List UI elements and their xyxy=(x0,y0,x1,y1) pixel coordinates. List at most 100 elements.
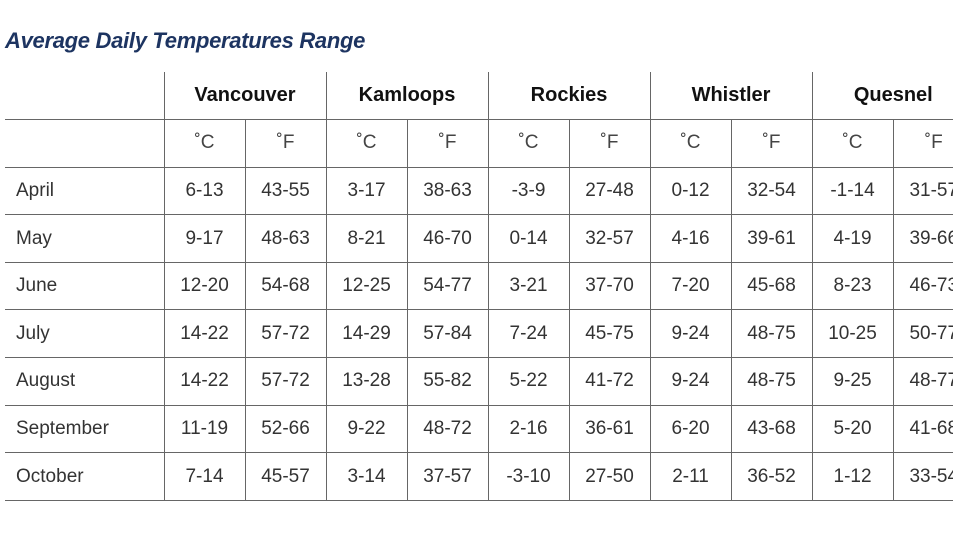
range-cell: 36-52 xyxy=(730,452,813,501)
range-cell: 3-21 xyxy=(487,262,570,311)
data-row: April 6-13 43-55 3-17 38-63 -3-9 27-48 0-12 32-5… xyxy=(5,167,953,216)
range-cell: 36-61 xyxy=(568,405,651,454)
range-cell: 45-75 xyxy=(568,309,651,359)
unit-header: ˚F xyxy=(892,119,953,168)
unit-header: ˚F xyxy=(568,119,651,168)
unit-header: ˚F xyxy=(730,119,813,168)
range-cell: 39-61 xyxy=(730,214,813,263)
data-row: July 14-22 57-72 14-29 57-84 7-24 45-75 9-24 48-… xyxy=(5,309,953,359)
range-cell: 14-29 xyxy=(325,309,408,359)
range-cell: -1-14 xyxy=(811,167,894,216)
range-cell: 54-77 xyxy=(406,262,489,311)
city-header: Whistler xyxy=(649,72,813,121)
range-cell: -3-10 xyxy=(487,452,570,501)
range-cell: 39-66 xyxy=(892,214,953,263)
range-cell: 48-75 xyxy=(730,357,813,406)
range-cell: 7-20 xyxy=(649,262,732,311)
month-cell: July xyxy=(5,309,164,359)
temperature-table: Vancouver Kamloops Rockies Whistler Quesnel ˚… xyxy=(5,72,953,501)
city-header-row: Vancouver Kamloops Rockies Whistler Quesnel xyxy=(5,72,953,121)
range-cell: 46-70 xyxy=(406,214,489,263)
range-cell: 4-16 xyxy=(649,214,732,263)
data-row: October 7-14 45-57 3-14 37-57 -3-10 27-50 2-11 3… xyxy=(5,452,953,501)
month-cell: September xyxy=(5,405,164,454)
range-cell: 12-20 xyxy=(163,262,245,311)
range-cell: 45-57 xyxy=(244,452,327,501)
range-cell: 5-22 xyxy=(487,357,570,406)
range-cell: 4-19 xyxy=(811,214,894,263)
month-cell: August xyxy=(5,357,164,406)
range-cell: 41-68 xyxy=(892,405,953,454)
month-cell: June xyxy=(5,262,164,311)
unit-header: ˚C xyxy=(811,119,894,168)
range-cell: 50-77 xyxy=(892,309,953,359)
range-cell: 37-70 xyxy=(568,262,651,311)
range-cell: 37-57 xyxy=(406,452,489,501)
range-cell: 9-17 xyxy=(163,214,245,263)
city-header: Vancouver xyxy=(163,72,327,121)
range-cell: 14-22 xyxy=(163,357,245,406)
range-cell: 2-16 xyxy=(487,405,570,454)
range-cell: 45-68 xyxy=(730,262,813,311)
range-cell: 32-54 xyxy=(730,167,813,216)
range-cell: 57-84 xyxy=(406,309,489,359)
range-cell: 10-25 xyxy=(811,309,894,359)
range-cell: 3-14 xyxy=(325,452,408,501)
city-header: Quesnel xyxy=(811,72,953,121)
range-cell: 8-21 xyxy=(325,214,408,263)
range-cell: 57-72 xyxy=(244,357,327,406)
range-cell: 48-77 xyxy=(892,357,953,406)
data-row: June 12-20 54-68 12-25 54-77 3-21 37-70 7-20 45-… xyxy=(5,262,953,311)
range-cell: 31-57 xyxy=(892,167,953,216)
unit-header: ˚C xyxy=(649,119,732,168)
month-cell: October xyxy=(5,452,164,501)
range-cell: 14-22 xyxy=(163,309,245,359)
range-cell: 9-25 xyxy=(811,357,894,406)
city-header: Kamloops xyxy=(325,72,489,121)
range-cell: 7-14 xyxy=(163,452,245,501)
range-cell: 27-48 xyxy=(568,167,651,216)
month-cell: April xyxy=(5,167,164,216)
title: Average Daily Temperatures Range xyxy=(5,28,366,53)
range-cell: 6-20 xyxy=(649,405,732,454)
unit-header: ˚C xyxy=(487,119,570,168)
range-cell: 48-75 xyxy=(730,309,813,359)
range-cell: 5-20 xyxy=(811,405,894,454)
range-cell: 3-17 xyxy=(325,167,408,216)
month-cell: May xyxy=(5,214,164,263)
range-cell: 0-12 xyxy=(649,167,732,216)
range-cell: 7-24 xyxy=(487,309,570,359)
unit-header-row: ˚C ˚F ˚C ˚F ˚C ˚F ˚C ˚F ˚C ˚F xyxy=(5,119,953,168)
range-cell: 8-23 xyxy=(811,262,894,311)
unit-header: ˚F xyxy=(406,119,489,168)
data-row: September 11-19 52-66 9-22 48-72 2-16 36-61 6-2… xyxy=(5,405,953,454)
unit-header: ˚F xyxy=(244,119,327,168)
data-row: May 9-17 48-63 8-21 46-70 0-14 32-57 4-16 39-61 4… xyxy=(5,214,953,263)
range-cell: 55-82 xyxy=(406,357,489,406)
range-cell: 48-72 xyxy=(406,405,489,454)
range-cell: 13-28 xyxy=(325,357,408,406)
range-cell: 12-25 xyxy=(325,262,408,311)
unit-header: ˚C xyxy=(163,119,245,168)
range-cell: 57-72 xyxy=(244,309,327,359)
range-cell: 43-68 xyxy=(730,405,813,454)
range-cell: 11-19 xyxy=(163,405,245,454)
range-cell: 48-63 xyxy=(244,214,327,263)
range-cell: 0-14 xyxy=(487,214,570,263)
range-cell: 52-66 xyxy=(244,405,327,454)
unit-header: ˚C xyxy=(325,119,408,168)
range-cell: 9-24 xyxy=(649,357,732,406)
range-cell: 9-22 xyxy=(325,405,408,454)
range-cell: 43-55 xyxy=(244,167,327,216)
range-cell: 41-72 xyxy=(568,357,651,406)
range-cell: 38-63 xyxy=(406,167,489,216)
city-header: Rockies xyxy=(487,72,651,121)
data-row: August 14-22 57-72 13-28 55-82 5-22 41-72 9-24 4… xyxy=(5,357,953,406)
range-cell: -3-9 xyxy=(487,167,570,216)
range-cell: 27-50 xyxy=(568,452,651,501)
range-cell: 6-13 xyxy=(163,167,245,216)
corner-cell xyxy=(5,119,164,168)
range-cell: 54-68 xyxy=(244,262,327,311)
corner-cell xyxy=(5,72,164,121)
